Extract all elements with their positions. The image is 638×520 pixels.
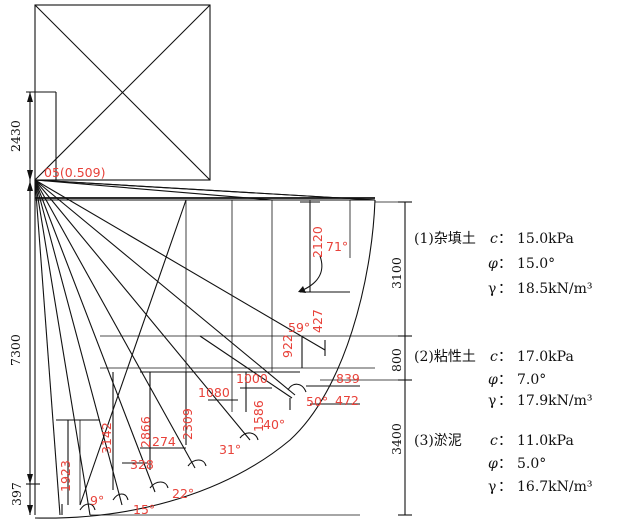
dim-1080: 1080 [198, 385, 230, 400]
dim-2430: 2430 [8, 120, 23, 152]
angle-9: 9° [90, 493, 104, 508]
layer-3-phi-colon: ： [498, 456, 512, 472]
dim-472: 472 [335, 393, 359, 408]
dim-2309: 2309 [180, 408, 195, 440]
layer-2-c-symbol: c [490, 349, 498, 365]
layer-3-c-value: 11.0kPa [517, 433, 574, 449]
dim-2120: 2120 [310, 226, 325, 258]
dim-1923: 1923 [58, 460, 73, 492]
angle-71: 71° [326, 239, 348, 254]
layer-1-c-colon: ： [498, 231, 512, 247]
layer-2-phi-colon: ： [498, 372, 512, 388]
layer-3-phi-value: 5.0° [517, 456, 546, 472]
left-dimension-line [26, 91, 57, 515]
soil-layer-1-legend: (1)杂填土 c ： 15.0kPa φ ： 15.0° γ ： 18.5kN/… [414, 231, 593, 297]
angle-31: 31° [219, 442, 241, 457]
dim-274: 274 [152, 434, 176, 449]
layer-1-gamma-colon: ： [498, 281, 512, 297]
angle-59: 59° [288, 320, 310, 335]
angle-15: 15° [133, 502, 155, 517]
layer-3-name: (3)淤泥 [414, 433, 462, 449]
dim-427: 427 [310, 309, 325, 333]
dim-922: 922 [280, 334, 295, 358]
layer-1-phi-symbol: φ [488, 256, 498, 272]
layer-3-c-colon: ： [498, 433, 512, 449]
force-arrows [61, 255, 326, 515]
slice-height-dims [56, 201, 350, 505]
layer-2-gamma-value: 17.9kN/m³ [517, 393, 593, 409]
angle-50: 50° [306, 394, 328, 409]
dim-397: 397 [9, 482, 24, 506]
layer-2-gamma-symbol: γ [488, 393, 496, 409]
building-load-block [34, 4, 211, 181]
dim-2866: 2866 [138, 416, 153, 448]
layer-3-gamma-colon: ： [498, 479, 512, 495]
radial-lines [34, 179, 376, 516]
layer-3-gamma-value: 16.7kN/m³ [517, 479, 593, 495]
soil-section-outline [34, 179, 410, 516]
dim-839: 839 [336, 371, 360, 386]
dim-1000: 1000 [236, 371, 268, 386]
soil-layer-3-legend: (3)淤泥 c ： 11.0kPa φ ： 5.0° γ ： 16.7kN/m³ [414, 433, 593, 495]
angle-40: 40° [263, 417, 285, 432]
layer-1-phi-value: 15.0° [517, 256, 555, 272]
angle-22: 22° [172, 486, 194, 501]
dim-328: 328 [130, 457, 154, 472]
layer-2-name: (2)粘性土 [414, 349, 476, 365]
layer-1-gamma-symbol: γ [488, 281, 496, 297]
layer-1-gamma-value: 18.5kN/m³ [517, 281, 593, 297]
centre-label: 05(0.509) [44, 165, 105, 180]
slice-width-dims [122, 385, 360, 464]
right-dimension-line [398, 201, 412, 516]
dim-3100: 3100 [389, 257, 404, 289]
slip-circle-arc [34, 199, 376, 519]
layer-1-c-value: 15.0kPa [517, 231, 574, 247]
dim-3142: 3142 [99, 422, 114, 454]
dim-3400: 3400 [389, 423, 404, 455]
dim-800: 800 [389, 348, 404, 372]
layer-3-phi-symbol: φ [488, 456, 498, 472]
layer-2-c-value: 17.0kPa [517, 349, 574, 365]
layer-1-c-symbol: c [490, 231, 498, 247]
layer-3-c-symbol: c [490, 433, 498, 449]
layer-1-phi-colon: ： [498, 256, 512, 272]
dim-1586: 1586 [251, 400, 266, 432]
layer-2-phi-value: 7.0° [517, 372, 546, 388]
soil-layer-2-legend: (2)粘性土 c ： 17.0kPa φ ： 7.0° γ ： 17.9kN/m… [414, 349, 593, 409]
dim-7300: 7300 [8, 334, 23, 366]
layer-3-gamma-symbol: γ [488, 479, 496, 495]
layer-2-gamma-colon: ： [498, 393, 512, 409]
layer-1-name: (1)杂填土 [414, 231, 476, 247]
layer-2-c-colon: ： [498, 349, 512, 365]
layer-2-phi-symbol: φ [488, 372, 498, 388]
